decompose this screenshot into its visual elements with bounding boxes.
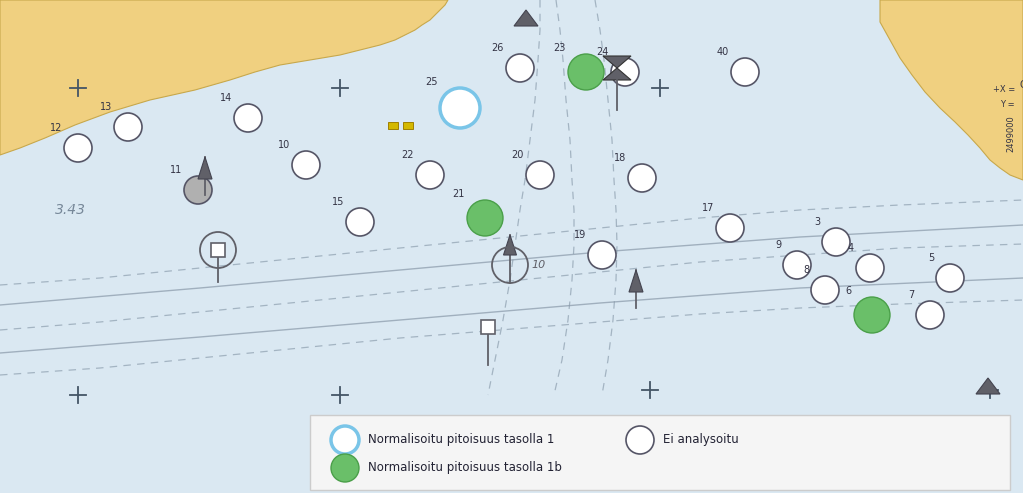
Text: 11: 11 [170, 165, 182, 175]
Text: 5: 5 [928, 253, 934, 263]
Text: 25: 25 [426, 77, 438, 87]
Text: 15: 15 [331, 197, 344, 207]
Text: 22: 22 [401, 150, 414, 160]
Circle shape [440, 88, 480, 128]
Text: 6: 6 [846, 286, 852, 296]
Polygon shape [880, 0, 1023, 180]
Polygon shape [198, 157, 212, 179]
Circle shape [854, 297, 890, 333]
Circle shape [184, 176, 212, 204]
Circle shape [416, 161, 444, 189]
Circle shape [114, 113, 142, 141]
Text: 10: 10 [278, 140, 290, 150]
FancyBboxPatch shape [481, 320, 495, 334]
Polygon shape [976, 378, 1000, 394]
FancyBboxPatch shape [211, 243, 225, 257]
Circle shape [822, 228, 850, 256]
Polygon shape [514, 10, 538, 26]
Circle shape [716, 214, 744, 242]
Text: 23: 23 [553, 43, 566, 53]
Text: 19: 19 [574, 230, 586, 240]
Circle shape [526, 161, 554, 189]
Text: 4: 4 [848, 243, 854, 253]
Bar [403, 122, 413, 129]
Text: 3: 3 [814, 217, 820, 227]
Bar [388, 122, 398, 129]
Polygon shape [603, 68, 631, 80]
Text: 3.43: 3.43 [55, 203, 86, 217]
Circle shape [506, 54, 534, 82]
Circle shape [568, 54, 604, 90]
Circle shape [331, 426, 359, 454]
Polygon shape [503, 235, 517, 255]
Text: Normalisoitu pitoisuus tasolla 1b: Normalisoitu pitoisuus tasolla 1b [368, 461, 562, 474]
Polygon shape [0, 0, 448, 155]
Text: 8: 8 [803, 265, 809, 275]
Polygon shape [629, 270, 643, 292]
Text: 26: 26 [492, 43, 504, 53]
FancyBboxPatch shape [310, 415, 1010, 490]
Circle shape [916, 301, 944, 329]
Text: 18: 18 [614, 153, 626, 163]
Text: 9: 9 [774, 240, 781, 250]
Circle shape [936, 264, 964, 292]
Circle shape [628, 164, 656, 192]
Circle shape [783, 251, 811, 279]
Circle shape [292, 151, 320, 179]
Text: Ei analysoitu: Ei analysoitu [663, 433, 739, 447]
Circle shape [588, 241, 616, 269]
Circle shape [346, 208, 374, 236]
Text: +X =: +X = [992, 85, 1015, 94]
Text: 7: 7 [907, 290, 914, 300]
Circle shape [611, 58, 639, 86]
Text: C: C [1020, 80, 1023, 90]
Text: Normalisoitu pitoisuus tasolla 1: Normalisoitu pitoisuus tasolla 1 [368, 433, 554, 447]
Text: 13: 13 [100, 102, 112, 112]
Text: 12: 12 [50, 123, 62, 133]
Text: 14: 14 [220, 93, 232, 103]
Text: 40: 40 [717, 47, 729, 57]
Text: 10: 10 [531, 260, 545, 270]
Circle shape [626, 426, 654, 454]
Circle shape [811, 276, 839, 304]
Text: Y =: Y = [1000, 100, 1015, 109]
Circle shape [331, 454, 359, 482]
Circle shape [234, 104, 262, 132]
Circle shape [731, 58, 759, 86]
Text: 2499000: 2499000 [1006, 115, 1015, 152]
Text: 17: 17 [702, 203, 714, 213]
Polygon shape [603, 56, 631, 68]
Text: 24: 24 [596, 47, 609, 57]
Circle shape [856, 254, 884, 282]
Text: 21: 21 [452, 189, 465, 199]
Text: 20: 20 [512, 150, 524, 160]
Circle shape [64, 134, 92, 162]
Circle shape [468, 200, 503, 236]
